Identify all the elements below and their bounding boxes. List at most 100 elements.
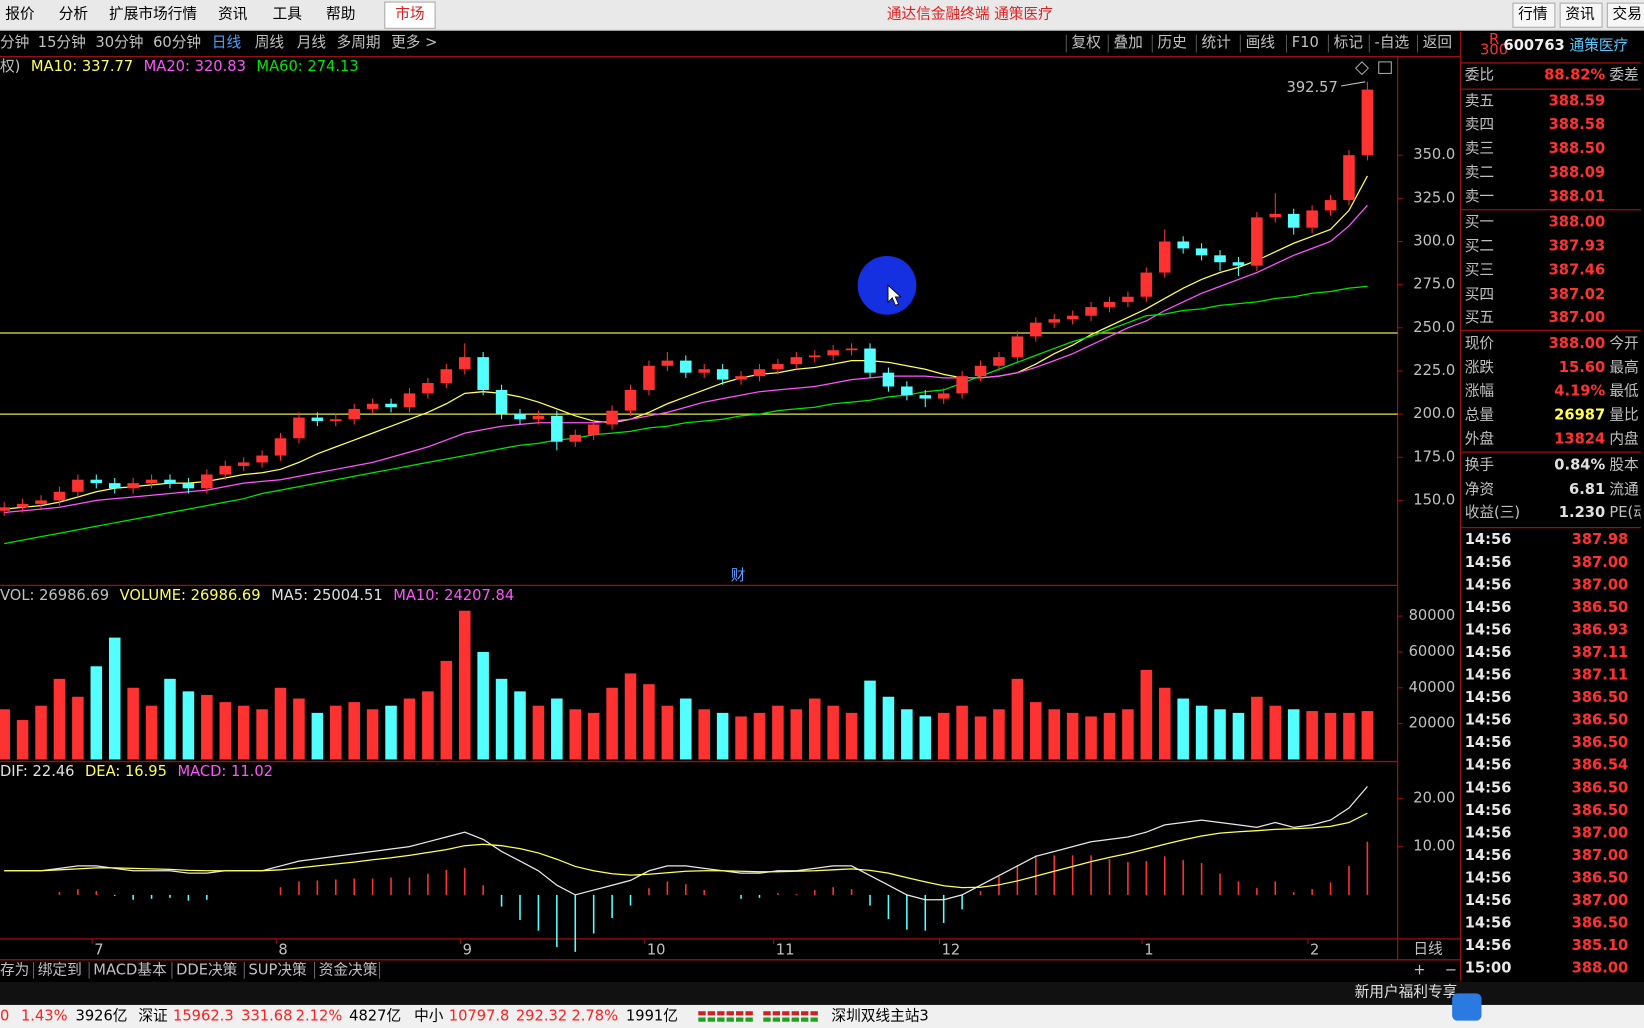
tool-button[interactable]: 标记	[1334, 34, 1364, 51]
market-tab[interactable]: 市场	[395, 6, 424, 23]
window-icon[interactable]	[1378, 61, 1392, 74]
y-tick-label: 20000	[1409, 715, 1456, 732]
volume-bar	[1177, 698, 1189, 760]
status-item: 292.32	[516, 1007, 567, 1024]
bottom-tab[interactable]: 绑定到	[38, 961, 82, 978]
volume-bar	[698, 709, 710, 760]
period-tab[interactable]: 日线	[212, 34, 242, 51]
bottom-tab[interactable]: MACD基本	[93, 961, 167, 978]
trade-price: 385.10	[1572, 937, 1629, 954]
tool-button[interactable]: 统计	[1202, 34, 1232, 51]
tool-button[interactable]: 历史	[1158, 34, 1188, 51]
volume-bar	[440, 660, 453, 760]
period-tab[interactable]: 月线	[297, 34, 327, 51]
tool-button[interactable]: 画线	[1246, 34, 1276, 51]
status-item: 3926亿	[75, 1007, 127, 1024]
period-label: 日线	[1413, 940, 1443, 957]
candle-body	[643, 365, 655, 390]
y-tick-label: 325.0	[1413, 189, 1455, 206]
tool-button[interactable]: 返回	[1423, 34, 1452, 51]
trade-time: 14:56	[1465, 712, 1512, 729]
period-tab[interactable]: 更多 >	[391, 34, 437, 51]
volume-bar	[1048, 709, 1060, 760]
trade-time: 14:56	[1465, 599, 1512, 616]
candle-body	[293, 417, 305, 439]
period-tab[interactable]: 分钟	[0, 34, 29, 51]
zoom-button[interactable]: −	[1445, 961, 1457, 978]
menu-item[interactable]: 报价	[5, 6, 35, 23]
candle-body	[1232, 262, 1245, 266]
quote-label: 买四	[1465, 286, 1494, 303]
volume-bar	[551, 698, 563, 760]
status-icon	[745, 1011, 753, 1016]
candle-body	[1324, 200, 1337, 211]
menu-item[interactable]: 分析	[59, 6, 89, 23]
tool-button[interactable]: 叠加	[1113, 34, 1142, 51]
trade-time: 14:56	[1465, 870, 1512, 887]
quote-extra-label: 流通	[1609, 481, 1639, 498]
bottom-tab[interactable]: SUP决策	[248, 961, 307, 978]
menu-button[interactable]	[1559, 2, 1603, 28]
status-item: 深证	[138, 1007, 168, 1024]
candle-body	[348, 408, 360, 420]
menu-item[interactable]: 帮助	[326, 6, 355, 23]
diamond-icon[interactable]	[1354, 61, 1369, 76]
bottom-tab[interactable]: 存为	[0, 961, 29, 978]
period-tab[interactable]: 60分钟	[153, 34, 201, 51]
candle-body	[827, 350, 839, 356]
volume-bar	[458, 610, 471, 760]
cursor-halo	[857, 255, 917, 315]
candle-body	[330, 419, 342, 422]
candle-body	[53, 491, 66, 501]
legend: DIF: 22.46 DEA: 16.95 MACD: 11.02	[0, 763, 273, 780]
y-tick-label: 350.0	[1413, 146, 1455, 163]
candle-body	[1287, 213, 1300, 228]
volume-bar	[680, 698, 692, 760]
trade-price: 386.93	[1572, 621, 1629, 638]
menu-button-label[interactable]: 交易	[1613, 5, 1642, 23]
status-icon	[772, 1017, 781, 1022]
period-tab[interactable]: 周线	[255, 34, 285, 51]
period-tab[interactable]: 15分钟	[38, 34, 86, 51]
menu-item[interactable]: 工具	[273, 6, 303, 23]
period-tab[interactable]: 多周期	[337, 34, 381, 51]
tool-button[interactable]: -自选	[1375, 34, 1410, 51]
menu-item[interactable]: 资讯	[218, 6, 248, 23]
volume-bar	[532, 705, 545, 760]
bottom-tab[interactable]: DDE决策	[176, 961, 238, 978]
quote-label: 收益(三)	[1465, 504, 1520, 521]
menu-button-label[interactable]: 行情	[1518, 6, 1548, 23]
volume-bar	[366, 709, 379, 760]
status-icon	[726, 1011, 734, 1016]
promo[interactable]: 新用户福利专享	[1355, 983, 1458, 1000]
menu-button[interactable]	[1512, 2, 1556, 28]
menu-button[interactable]	[1606, 2, 1644, 28]
trade-price: 386.50	[1572, 599, 1629, 616]
period-tab[interactable]: 30分钟	[95, 34, 143, 51]
finance-note[interactable]: 财	[731, 567, 746, 584]
volume-bar	[606, 687, 618, 760]
volume-bar	[661, 705, 674, 760]
trade-time: 14:56	[1465, 824, 1512, 841]
y-tick-label: 20.00	[1413, 789, 1455, 806]
trade-price: 388.00	[1572, 960, 1629, 977]
ime-icon[interactable]	[1452, 993, 1482, 1021]
tool-button[interactable]: F10	[1292, 34, 1319, 51]
status-item: 15962.3	[173, 1007, 234, 1024]
bottom-tab[interactable]: 资金决策	[319, 961, 378, 978]
volume-bar	[1361, 711, 1374, 760]
zoom-button[interactable]: +	[1413, 961, 1425, 978]
volume-bar	[127, 687, 139, 760]
volume-bar	[1011, 678, 1024, 760]
candle-body	[514, 414, 526, 420]
market-tab-box[interactable]	[384, 1, 436, 29]
menu-item[interactable]: 扩展市场行情	[109, 6, 197, 23]
legend-item: MA5: 25004.51	[271, 587, 383, 604]
menu-button-label[interactable]: 资讯	[1565, 6, 1595, 23]
legend: VOL: 26986.69 VOLUME: 26986.69 MA5: 25004.…	[0, 587, 514, 604]
status-item: 中小	[414, 1007, 444, 1024]
candle-body	[587, 424, 600, 435]
quote-label: 买二	[1465, 238, 1494, 255]
volume-bar	[753, 712, 766, 760]
tool-button[interactable]: 复权	[1072, 33, 1102, 51]
